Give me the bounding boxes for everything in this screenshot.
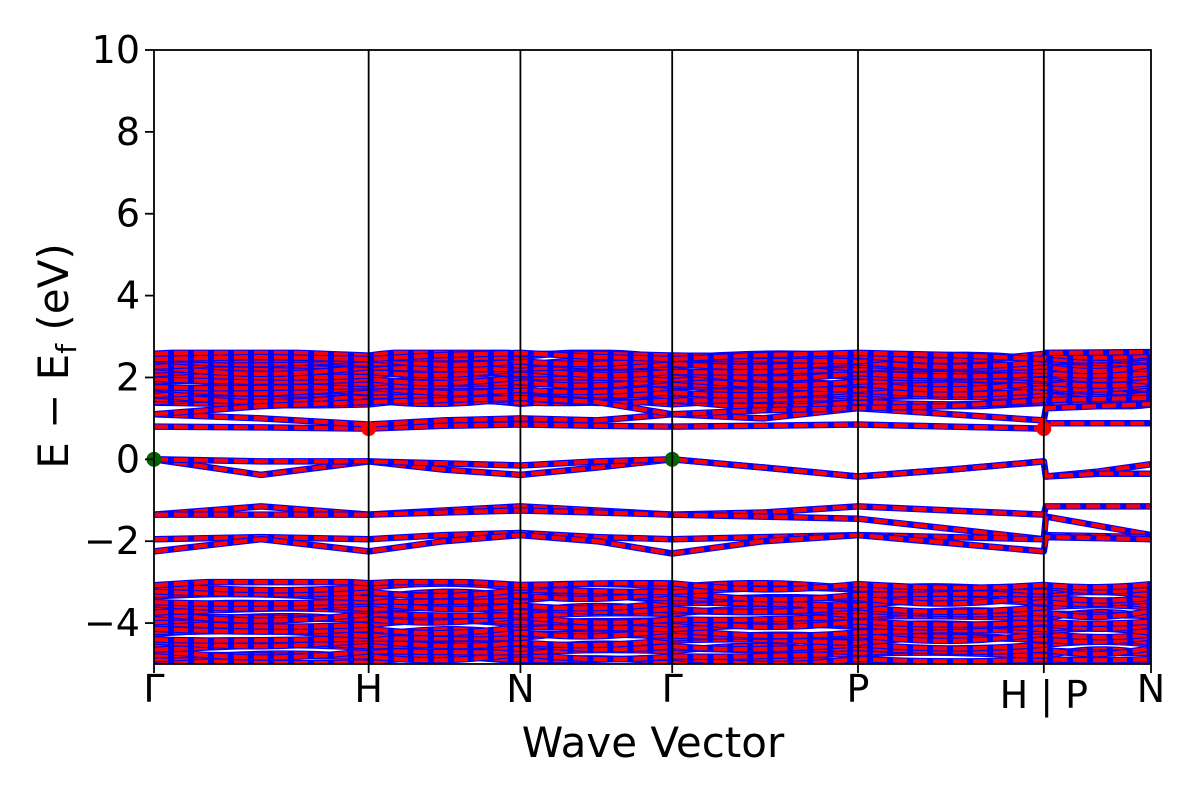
y-tick-label: 8 (116, 110, 140, 154)
bands-layer (154, 348, 1151, 664)
y-tick-label: 0 (116, 437, 140, 481)
x-tick-label: Γ (662, 667, 683, 711)
y-tick-label: 10 (92, 28, 140, 72)
x-tick-label: H | P (1000, 673, 1088, 718)
y-axis-title: E − Ef (eV) (29, 243, 83, 469)
x-axis-title: Wave Vector (522, 718, 785, 767)
y-tick-label: 2 (116, 355, 140, 399)
x-tick-label: H (354, 667, 383, 711)
x-tick-label: Γ (143, 667, 164, 711)
x-tick-label: N (506, 667, 534, 711)
y-tick-label: 4 (116, 274, 140, 318)
y-tick-label: −4 (84, 601, 140, 645)
plot-area (146, 348, 1151, 664)
x-tick-label: N (1137, 667, 1165, 711)
y-tick-label: 6 (116, 192, 140, 236)
y-tick-label: −2 (84, 519, 140, 563)
x-tick-label: P (847, 667, 870, 711)
band-1-spin-down (154, 457, 1151, 479)
plot-frame (153, 49, 1152, 665)
